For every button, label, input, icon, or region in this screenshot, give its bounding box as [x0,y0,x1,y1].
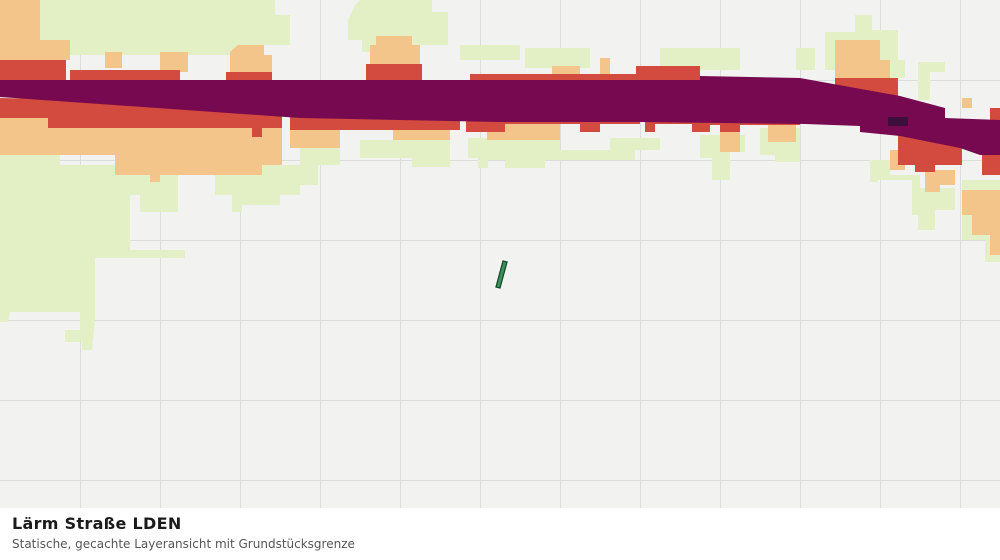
noise-area [918,62,945,100]
noise-area [870,160,955,230]
noise-area [0,115,282,182]
map-view [0,0,1000,508]
noise-area [360,140,450,167]
noise-zone-medium [0,0,1000,255]
noise-area [835,40,890,80]
noise-area [160,52,188,72]
noise-area [962,190,1000,255]
noise-zone-extreme [888,117,908,126]
noise-zone-very-high [0,76,1000,155]
noise-area [660,48,740,70]
noise-area [796,48,815,70]
layer-title: Lärm Straße LDEN [12,514,182,533]
noise-area [487,120,560,140]
layer-subtitle: Statische, gecachte Layeransicht mit Gru… [12,537,355,551]
noise-area [370,36,420,65]
noise-area [348,0,448,52]
parcel-boundary [495,260,508,289]
noise-area [215,148,340,212]
noise-area [468,138,660,168]
legend-footer: Lärm Straße LDEN Statische, gecachte Lay… [0,508,1000,560]
noise-area [600,58,610,75]
noise-area [105,52,122,68]
noise-area [525,48,590,68]
noise-area [0,60,66,80]
noise-area [460,45,520,60]
noise-area [115,175,178,212]
noise-area [962,98,972,108]
noise-area [982,150,1000,175]
noise-area [230,45,272,75]
noise-area [768,122,796,142]
noise-area [0,0,70,60]
noise-area [720,130,740,152]
noise-area [925,170,955,192]
noise-area [40,0,290,55]
noise-area [70,70,180,82]
noise-area [10,175,60,230]
noise-area [290,125,340,148]
